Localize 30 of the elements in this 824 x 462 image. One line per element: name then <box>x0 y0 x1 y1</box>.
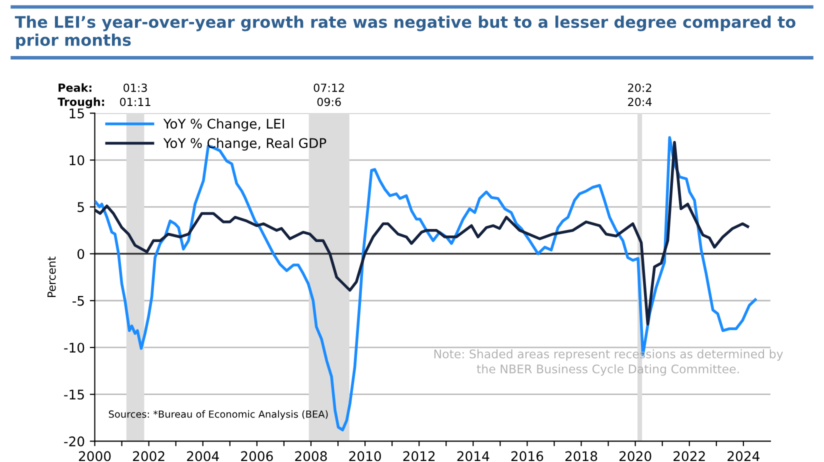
x-tick-label: 2014 <box>457 451 490 462</box>
y-tick-label: 15 <box>70 108 84 118</box>
y-tick-label: -15 <box>64 390 84 400</box>
x-tick-label: 2022 <box>674 451 705 462</box>
x-tick-label: 2000 <box>78 451 111 462</box>
text: Peak: Trough: <box>58 83 104 108</box>
y-tick-label: 10 <box>70 155 84 166</box>
y-tick-label: -10 <box>64 342 84 353</box>
x-tick-label: 2002 <box>132 451 164 462</box>
annotation: Sources: *Bureau of Economic Analysis (BEA) <box>108 410 328 420</box>
band-label: 20:2 20:4 <box>628 84 652 106</box>
legend-label: YoY % Change, Real GDP <box>163 138 326 151</box>
band-label: 07:12 09:6 <box>314 84 344 106</box>
y-tick-label: -20 <box>64 436 84 446</box>
y-tick-label: 5 <box>78 202 84 212</box>
x-tick-label: 2008 <box>295 451 327 462</box>
x-tick-label: 2006 <box>241 451 273 462</box>
y-tick-label: -5 <box>72 296 84 306</box>
legend-label: YoY % Change, LEI <box>163 118 284 132</box>
x-tick-label: 2020 <box>619 451 652 462</box>
y-tick-label: 0 <box>78 248 84 259</box>
x-tick-label: 2024 <box>728 451 760 462</box>
x-tick-label: 2016 <box>511 451 544 462</box>
chart-title: The LEI’s year-over-year growth rate was negative but to a lesser degree compared to prior months <box>14 16 796 50</box>
band-label: 01:3 01:11 <box>120 84 150 106</box>
x-tick-label: 2010 <box>349 451 381 462</box>
x-tick-label: 2012 <box>403 451 435 462</box>
y-axis-title: Percent <box>48 256 56 298</box>
x-tick-label: 2018 <box>565 451 598 462</box>
x-tick-label: 2004 <box>187 451 219 462</box>
